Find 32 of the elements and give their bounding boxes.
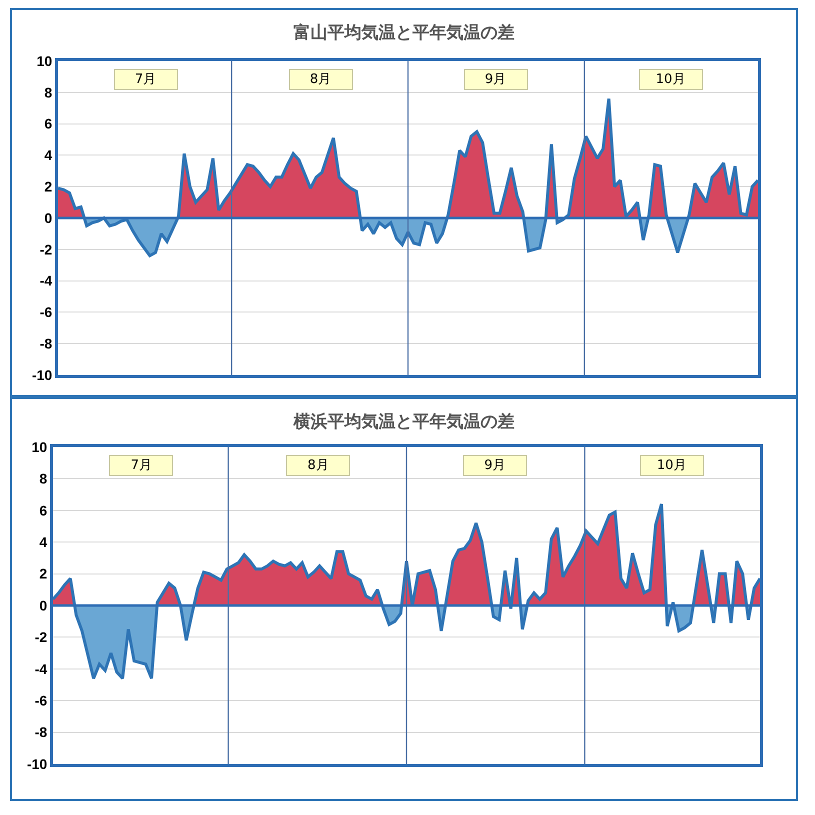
- y-tick-label: -10: [26, 756, 48, 772]
- y-tick-label: 6: [44, 116, 52, 132]
- chart-title: 富山平均気温と平年気温の差: [294, 22, 514, 43]
- month-label-box: 9月: [462, 455, 527, 476]
- chart-title: 横浜平均気温と平年気温の差: [292, 412, 514, 432]
- y-tick-label: 10: [36, 52, 52, 69]
- month-label-box: 7月: [114, 69, 178, 90]
- y-tick-label: 4: [39, 534, 48, 550]
- y-tick-label: -4: [34, 660, 48, 677]
- y-tick-label: 2: [39, 566, 48, 582]
- y-tick-label: -8: [40, 336, 52, 352]
- y-tick-label: -8: [34, 724, 48, 740]
- y-tick-label: -6: [40, 304, 52, 320]
- y-tick-label: 10: [32, 438, 48, 455]
- y-tick-label: 8: [39, 470, 48, 487]
- month-label-box: 10月: [640, 455, 704, 476]
- y-tick-label: 0: [39, 597, 48, 614]
- month-label-box: 8月: [288, 69, 352, 90]
- y-tick-label: 6: [39, 502, 48, 518]
- y-tick-label: 0: [44, 210, 52, 226]
- y-tick-label: -10: [32, 366, 52, 383]
- month-label-box: 9月: [464, 69, 528, 90]
- y-tick-label: 4: [44, 147, 52, 164]
- month-label-box: 10月: [638, 69, 702, 90]
- y-tick-label: -6: [34, 692, 48, 708]
- y-tick-label: -4: [40, 272, 52, 289]
- y-tick-label: 8: [44, 84, 52, 100]
- month-label-box: 7月: [109, 455, 174, 476]
- y-tick-label: 2: [44, 178, 52, 194]
- y-tick-label: -2: [40, 241, 52, 258]
- y-tick-label: -2: [34, 629, 48, 646]
- month-label-box: 8月: [286, 455, 350, 476]
